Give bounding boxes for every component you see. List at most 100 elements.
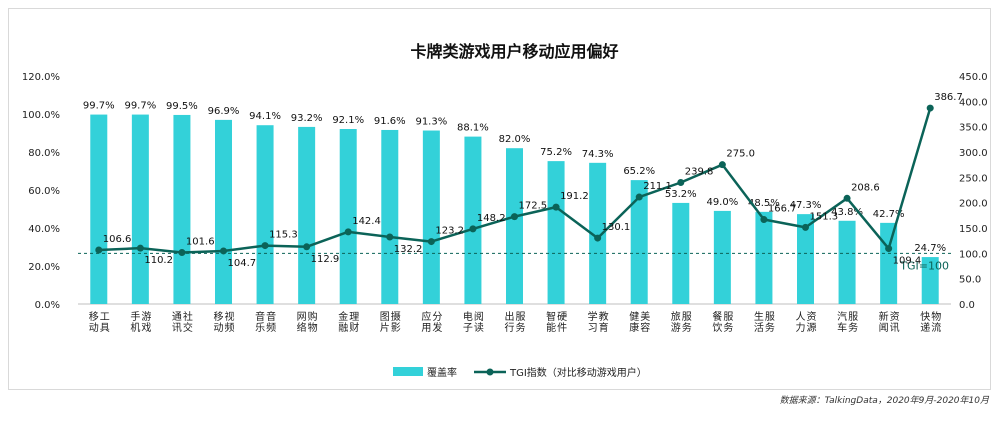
y-right-tick-label: 100.0 [959, 249, 988, 260]
bar-data-label: 91.3% [415, 117, 447, 128]
y-right-tick-label: 450.0 [959, 72, 988, 83]
x-tick-label-char: 习 [588, 323, 598, 334]
tgi-point [386, 233, 394, 241]
x-tick-label-char: 新 [879, 310, 889, 323]
tgi-data-label: 166.7 [768, 204, 797, 215]
tgi-point [178, 249, 186, 257]
bar-coverage [797, 214, 814, 304]
x-tick-label-char: 音 [266, 310, 276, 323]
x-tick-label-char: 讯 [890, 322, 900, 334]
tgi-data-label: 211.1 [643, 181, 672, 192]
bar-coverage [298, 126, 316, 304]
tgi-point [220, 247, 227, 255]
tgi-data-label: 191.2 [560, 191, 589, 202]
x-tick-label-char: 移 [89, 310, 99, 323]
bar-coverage [921, 257, 939, 304]
tgi-reference-label: TGI=100 [899, 259, 949, 272]
x-tick-label-char: 物 [308, 321, 318, 334]
tgi-point [303, 243, 311, 251]
x-tick-label-char: 人 [796, 311, 806, 323]
x-tick-label-char: 服 [848, 311, 858, 323]
x-tick-label-char: 务 [723, 321, 733, 334]
x-tick-label-char: 健 [629, 311, 639, 323]
y-right-tick-label: 50.0 [959, 275, 981, 286]
y-right-tick-label: 350.0 [959, 123, 988, 134]
bar-coverage [713, 210, 731, 304]
tgi-data-label: 115.3 [269, 230, 298, 241]
x-tick-label-char: 摄 [391, 310, 401, 323]
x-tick-label-char: 生 [754, 310, 764, 323]
x-tick-label-char: 网 [297, 311, 307, 323]
bar-data-label: 47.3% [790, 200, 822, 211]
x-tick-label-char: 动 [89, 322, 99, 334]
x-tick-label-char: 读 [474, 321, 484, 334]
bar-coverage [90, 114, 108, 304]
x-tick-label-char: 汽 [837, 310, 847, 323]
tgi-point [677, 179, 685, 187]
y-right-tick-label: 150.0 [959, 224, 988, 235]
bar-coverage [838, 220, 856, 304]
tgi-data-label: 106.6 [103, 234, 132, 245]
x-tick-label-char: 闻 [879, 321, 889, 334]
bar-coverage [422, 130, 440, 304]
tgi-data-label: 148.2 [477, 213, 506, 224]
tgi-data-label: 142.4 [352, 216, 381, 227]
x-tick-label-char: 服 [516, 311, 526, 323]
x-tick-label-char: 智 [546, 310, 556, 323]
tgi-point [427, 238, 435, 246]
x-tick-label-char: 音 [255, 310, 265, 323]
x-tick-label-char: 能 [546, 321, 556, 334]
bar-data-label: 42.7% [873, 209, 905, 220]
x-tick-label-char: 手 [130, 310, 140, 323]
chart-svg: 卡牌类游戏用户移动应用偏好 0.0% 20.0% 40.0% 60.0% 80.0% 100… [22, 42, 988, 379]
y-left-tick-label: 120.0% [22, 72, 60, 83]
x-tick-label-char: 务 [848, 321, 858, 334]
x-tick-label-char: 力 [796, 321, 806, 334]
x-tick-label-char: 用 [421, 323, 431, 334]
x-tick-label-char: 递 [920, 321, 930, 334]
x-tick-label-char: 育 [599, 321, 609, 334]
x-tick-label-char: 学 [588, 310, 598, 323]
legend-swatch-coverage [393, 367, 423, 376]
x-tick-label-char: 乐 [255, 322, 265, 334]
x-tick-label-char: 行 [505, 321, 515, 334]
legend-label-coverage: 覆盖率 [427, 366, 457, 379]
x-tick-label-char: 机 [130, 321, 140, 334]
x-tick-label-char: 络 [297, 321, 307, 334]
bar-data-label: 99.7% [124, 101, 156, 112]
tgi-point [635, 193, 643, 201]
x-tick-label-char: 饮 [712, 321, 722, 334]
x-tick-label-char: 理 [349, 311, 359, 323]
x-tick-label-char: 影 [391, 322, 401, 334]
x-tick-label-char: 出 [505, 310, 515, 323]
x-tick-label-char: 频 [266, 321, 276, 334]
y-left-tick-label: 60.0% [28, 186, 60, 197]
bar-coverage [464, 136, 482, 304]
bar-coverage [630, 180, 648, 304]
x-tick-label-char: 图 [380, 311, 390, 323]
chart-frame: 卡牌类游戏用户移动应用偏好 0.0% 20.0% 40.0% 60.0% 80.0% 100… [8, 8, 991, 390]
y-left-tick-label: 40.0% [28, 224, 60, 235]
x-tick-label-char: 具 [100, 322, 110, 334]
legend-marker-tgi [486, 368, 494, 376]
x-tick-label-char: 物 [931, 310, 941, 323]
bar-data-label: 43.8% [831, 207, 863, 218]
x-tick-label-char: 工 [100, 312, 110, 323]
legend-label-tgi: TGI指数（对比移动游戏用户） [509, 366, 647, 379]
bar-data-label: 65.2% [623, 166, 655, 177]
x-tick-label-char: 源 [807, 321, 817, 334]
x-tick-label-char: 件 [557, 322, 567, 334]
x-tick-label-char: 游 [671, 321, 681, 334]
tgi-data-label: 239.8 [685, 167, 714, 178]
x-tick-label-char: 购 [308, 310, 318, 323]
x-tick-label-char: 务 [516, 321, 526, 334]
tgi-point [344, 228, 352, 236]
x-tick-label-char: 片 [380, 321, 390, 334]
x-tick-label-char: 视 [225, 310, 235, 323]
x-tick-label-char: 流 [931, 321, 941, 334]
bar-coverage [381, 129, 399, 304]
tgi-data-label: 110.2 [144, 255, 173, 266]
x-tick-label-char: 硬 [557, 311, 567, 323]
tgi-point [511, 213, 518, 221]
bar-coverage [131, 114, 149, 304]
